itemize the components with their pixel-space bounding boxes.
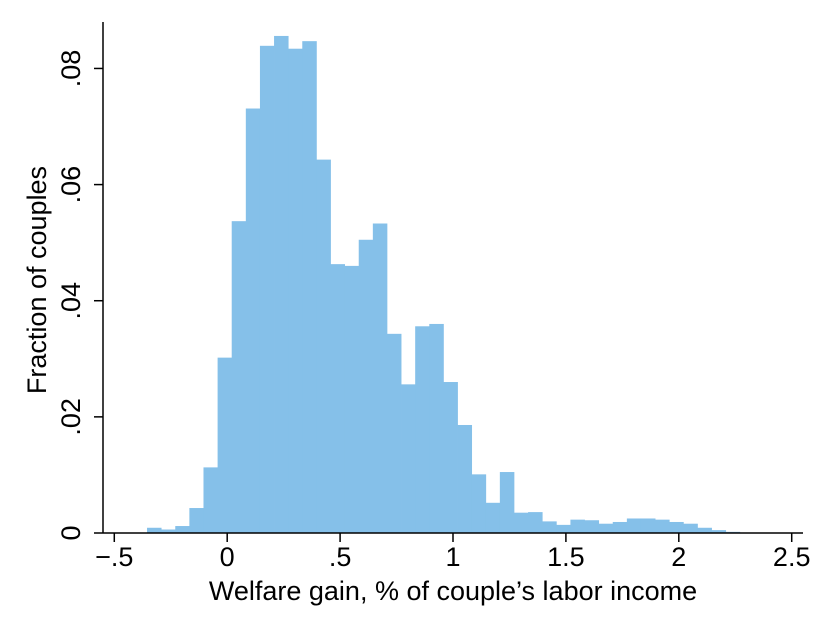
- histogram-bar: [669, 521, 684, 533]
- x-tick-label: 2: [671, 542, 686, 572]
- x-tick-label: −.5: [95, 542, 133, 572]
- histogram-bar: [471, 474, 487, 533]
- histogram-bar: [217, 357, 233, 533]
- x-tick-label: 0: [220, 542, 235, 572]
- histogram-bar: [415, 326, 430, 533]
- y-axis-ticks: 0 .02 .04 .06 .08: [56, 50, 103, 541]
- x-tick-label: 1.5: [547, 542, 585, 572]
- x-tick-label: 1: [445, 542, 460, 572]
- histogram-bar: [344, 265, 360, 533]
- histogram-bar: [429, 323, 444, 533]
- y-tick-label: .04: [56, 282, 86, 320]
- histogram-bar: [640, 518, 656, 533]
- histogram-bar: [386, 333, 402, 533]
- histogram-bar: [570, 519, 585, 533]
- y-tick-label: .06: [56, 166, 86, 204]
- histogram-bar: [542, 521, 557, 533]
- histogram-bar: [372, 223, 388, 533]
- histogram-bar: [626, 518, 642, 533]
- histogram-bar: [302, 41, 317, 533]
- histogram-bar: [401, 384, 416, 533]
- histogram-bars: [147, 35, 741, 534]
- x-axis-ticks: −.5 0 .5 1 1.5 2 2.5: [95, 533, 810, 572]
- histogram-bar: [598, 523, 614, 533]
- histogram-bar: [499, 472, 515, 533]
- histogram-bar: [443, 382, 458, 533]
- histogram-bar: [259, 45, 275, 534]
- histogram-bar: [528, 512, 543, 533]
- histogram-bar: [612, 521, 628, 533]
- histogram-bar: [316, 159, 331, 533]
- histogram-bar: [655, 519, 670, 533]
- y-tick-label: .08: [56, 50, 86, 88]
- y-axis-label: Fraction of couples: [22, 166, 52, 394]
- x-axis-label: Welfare gain, % of couple’s labor income: [209, 576, 697, 606]
- histogram-bar: [288, 48, 303, 534]
- histogram-bar: [457, 424, 473, 533]
- histogram-bar: [513, 512, 529, 533]
- y-tick-label: .02: [56, 398, 86, 436]
- histogram-bar: [485, 502, 501, 533]
- histogram-bar: [556, 524, 571, 533]
- histogram-bar: [231, 221, 247, 534]
- histogram-bar: [175, 526, 190, 533]
- histogram-bar: [358, 239, 374, 533]
- histogram-bar: [245, 108, 261, 534]
- histogram-bar: [584, 520, 600, 533]
- y-tick-label: 0: [56, 525, 86, 540]
- histogram-bar: [711, 530, 727, 533]
- x-tick-label: 2.5: [773, 542, 811, 572]
- histogram-bar: [330, 264, 346, 533]
- histogram-bar: [274, 35, 289, 533]
- histogram-bar: [189, 508, 204, 533]
- histogram-bar: [683, 523, 698, 533]
- histogram-bar: [203, 467, 218, 533]
- histogram-bar: [147, 527, 162, 533]
- histogram-bar: [161, 529, 176, 533]
- x-tick-label: .5: [329, 542, 352, 572]
- histogram-bar: [697, 527, 712, 533]
